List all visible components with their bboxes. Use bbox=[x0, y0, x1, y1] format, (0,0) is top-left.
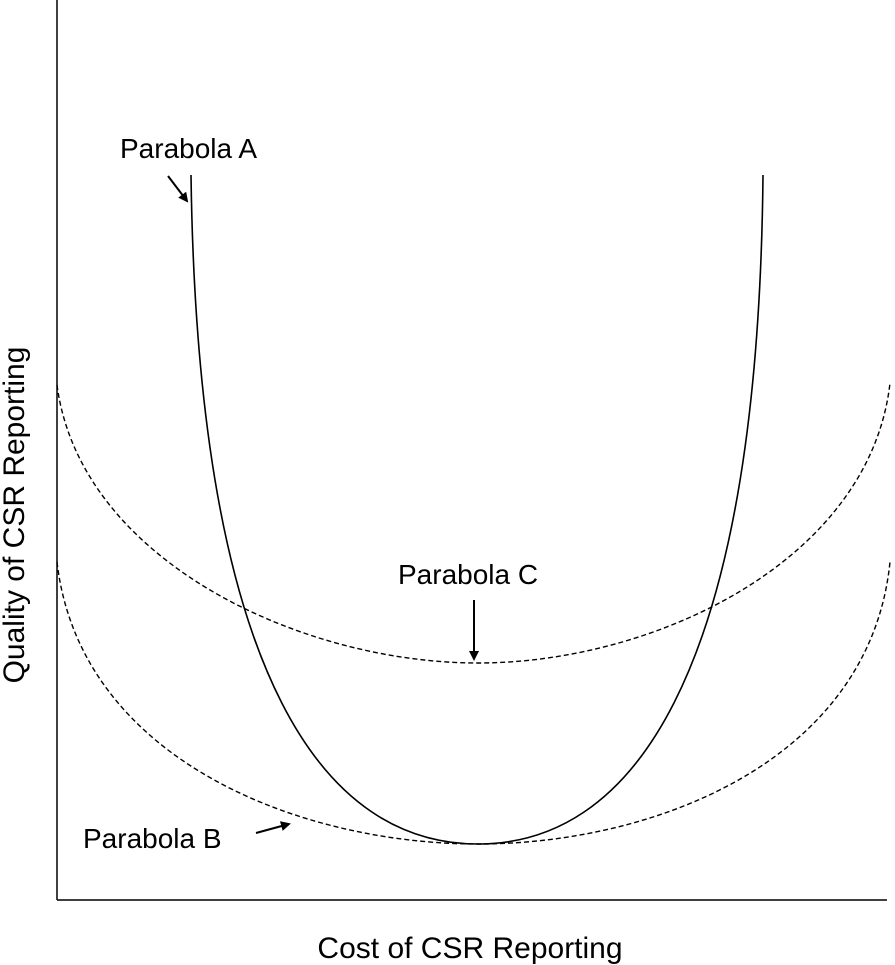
parabola-a-label: Parabola A bbox=[120, 133, 257, 164]
x-axis-label: Cost of CSR Reporting bbox=[317, 932, 622, 965]
parabola-c-curve bbox=[56, 382, 891, 664]
parabola-a-curve bbox=[190, 174, 764, 845]
parabola-c-label: Parabola C bbox=[398, 559, 538, 590]
parabola-a-arrow bbox=[167, 175, 189, 203]
parabola-b-label: Parabola B bbox=[83, 823, 222, 854]
y-axis-label: Quality of CSR Reporting bbox=[0, 347, 31, 684]
parabola-b-curve bbox=[56, 561, 891, 845]
parabola-b-arrow bbox=[255, 821, 291, 834]
